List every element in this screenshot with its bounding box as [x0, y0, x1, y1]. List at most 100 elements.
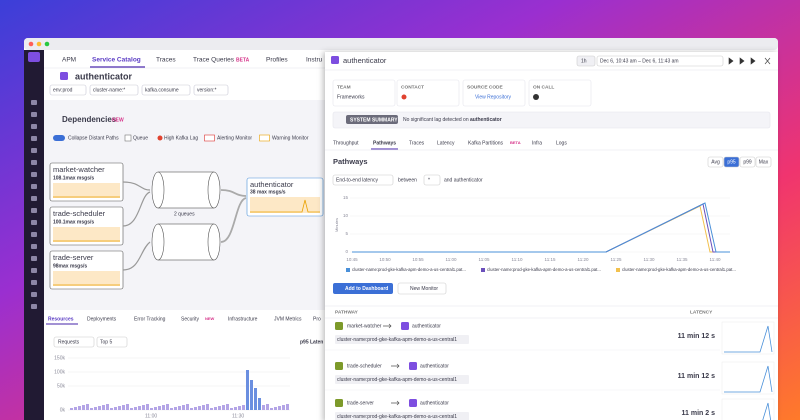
sidebar-icon[interactable] [31, 196, 37, 201]
max-dot[interactable] [44, 41, 50, 47]
nav-item[interactable]: Service Catalog [92, 57, 141, 64]
nav-item[interactable]: Instru [306, 57, 323, 64]
sidebar-icon[interactable] [31, 136, 37, 141]
sidebar-icon[interactable] [31, 100, 37, 105]
date-picker[interactable] [596, 55, 724, 67]
dropdown[interactable] [96, 336, 128, 348]
bottom-tab[interactable]: Pro [313, 316, 321, 322]
summary-text: No significant lag detected on authentic… [403, 117, 502, 123]
info-value[interactable]: View Repository [475, 94, 512, 100]
close-dot[interactable] [28, 41, 34, 47]
metric-dropdown[interactable] [332, 174, 394, 186]
latency: 11 min 2 s [682, 410, 716, 417]
bottom-tab[interactable]: Deployments [87, 316, 117, 322]
bottom-tab[interactable]: Infrastructure [228, 316, 258, 322]
tag-pill [335, 375, 469, 384]
content: APM Service Catalog Traces Trace Queries Pro… [28, 52, 778, 420]
bottom-tab[interactable]: Resources [48, 316, 74, 322]
control[interactable]: Top 5 [100, 339, 112, 345]
bg-bar [126, 404, 129, 410]
from-dropdown[interactable] [423, 174, 441, 186]
and-target: and authenticator [444, 177, 483, 183]
stat-button[interactable] [707, 156, 724, 168]
button-text[interactable]: Add to Dashboard [345, 286, 388, 292]
y-tick: 100k [54, 369, 65, 375]
dropdown[interactable] [53, 336, 95, 348]
new-monitor-button[interactable] [397, 282, 447, 295]
panel-tab[interactable]: Kafka Partitions [468, 140, 504, 146]
sidebar-icon[interactable] [31, 184, 37, 189]
stat-button[interactable] [739, 156, 756, 168]
filter-pill[interactable] [49, 84, 87, 96]
x-tick: 11:00 [446, 257, 457, 262]
stat-label: p99 [743, 159, 752, 165]
sidebar-icon[interactable] [31, 232, 37, 237]
button-text[interactable]: New Monitor [410, 286, 438, 292]
stat-button[interactable] [723, 156, 740, 168]
nav-item[interactable]: APM [62, 57, 76, 64]
bg-bar [74, 407, 77, 410]
pathway-to[interactable]: authenticator [412, 323, 441, 329]
sidebar-icon[interactable] [31, 148, 37, 153]
arrow [383, 323, 392, 329]
y-tick: 15 [343, 195, 349, 200]
sidebar-icon[interactable] [31, 256, 37, 261]
sidebar-icon[interactable] [31, 304, 37, 309]
pathway-to[interactable]: authenticator [420, 363, 449, 369]
bg-bar [234, 407, 237, 410]
panel-tab[interactable]: Pathways [373, 140, 396, 146]
bottom-tab[interactable]: JVM Metrics [274, 316, 302, 322]
pathway-from[interactable]: trade-scheduler [347, 363, 382, 369]
node-name: trade-server [53, 253, 94, 262]
sidebar-icon[interactable] [31, 124, 37, 129]
nav-item[interactable]: Trace Queries [193, 57, 235, 64]
pathway-to[interactable]: authenticator [420, 400, 449, 406]
toggle[interactable] [53, 135, 65, 141]
sidebar-icon[interactable] [31, 244, 37, 249]
sidebar-icon[interactable] [31, 292, 37, 297]
metric[interactable]: End-to-end latency [336, 177, 378, 183]
sidebar-icon[interactable] [31, 112, 37, 117]
bg-bar [70, 408, 73, 410]
node-name: trade-scheduler [53, 209, 106, 218]
bottom-tab[interactable]: Security [181, 316, 200, 322]
sidebar-icon[interactable] [31, 172, 37, 177]
min-dot[interactable] [36, 41, 42, 47]
bg-bar [118, 406, 121, 410]
from[interactable]: * [428, 177, 430, 183]
panel-tab[interactable]: Latency [437, 140, 455, 146]
nav-item[interactable]: Profiles [266, 57, 288, 64]
legend-text: cluster-name:prod-gke-kafka-apm-demo-a-u… [622, 267, 736, 272]
y-tick: 150k [54, 355, 65, 361]
control[interactable]: Requests [58, 339, 80, 345]
sidebar-icon[interactable] [31, 268, 37, 273]
sidebar-icon[interactable] [31, 208, 37, 213]
pathway-from[interactable]: market-watcher [347, 323, 382, 329]
bottom-tab[interactable]: Error Tracking [134, 316, 166, 322]
service-icon [60, 72, 68, 80]
stat-button[interactable] [755, 156, 772, 168]
bg-bar [218, 406, 221, 410]
range-pill[interactable] [576, 55, 596, 67]
panel-tab[interactable]: Traces [409, 140, 425, 146]
queue-body[interactable] [157, 223, 215, 261]
panel-tab[interactable]: Infra [532, 140, 542, 146]
pathway-from[interactable]: trade-server [347, 400, 374, 406]
filter-pill[interactable] [141, 84, 191, 96]
add-dashboard-button[interactable] [333, 283, 393, 294]
panel-tab[interactable]: Throughput [333, 140, 359, 146]
info-card [396, 79, 460, 107]
filter-pill[interactable] [89, 84, 139, 96]
sidebar-icon[interactable] [31, 160, 37, 165]
legend-swatch [124, 134, 132, 142]
sidebar-icon[interactable] [31, 220, 37, 225]
sidebar-icon[interactable] [31, 280, 37, 285]
filter-pill[interactable] [193, 84, 229, 96]
queue-body[interactable] [157, 171, 215, 209]
node-rate: 38 max msgs/s [250, 189, 286, 195]
nav-item[interactable]: Traces [156, 57, 176, 64]
panel-tab[interactable]: Logs [556, 140, 567, 146]
service-icon [409, 362, 417, 370]
bg-bar [78, 406, 81, 410]
